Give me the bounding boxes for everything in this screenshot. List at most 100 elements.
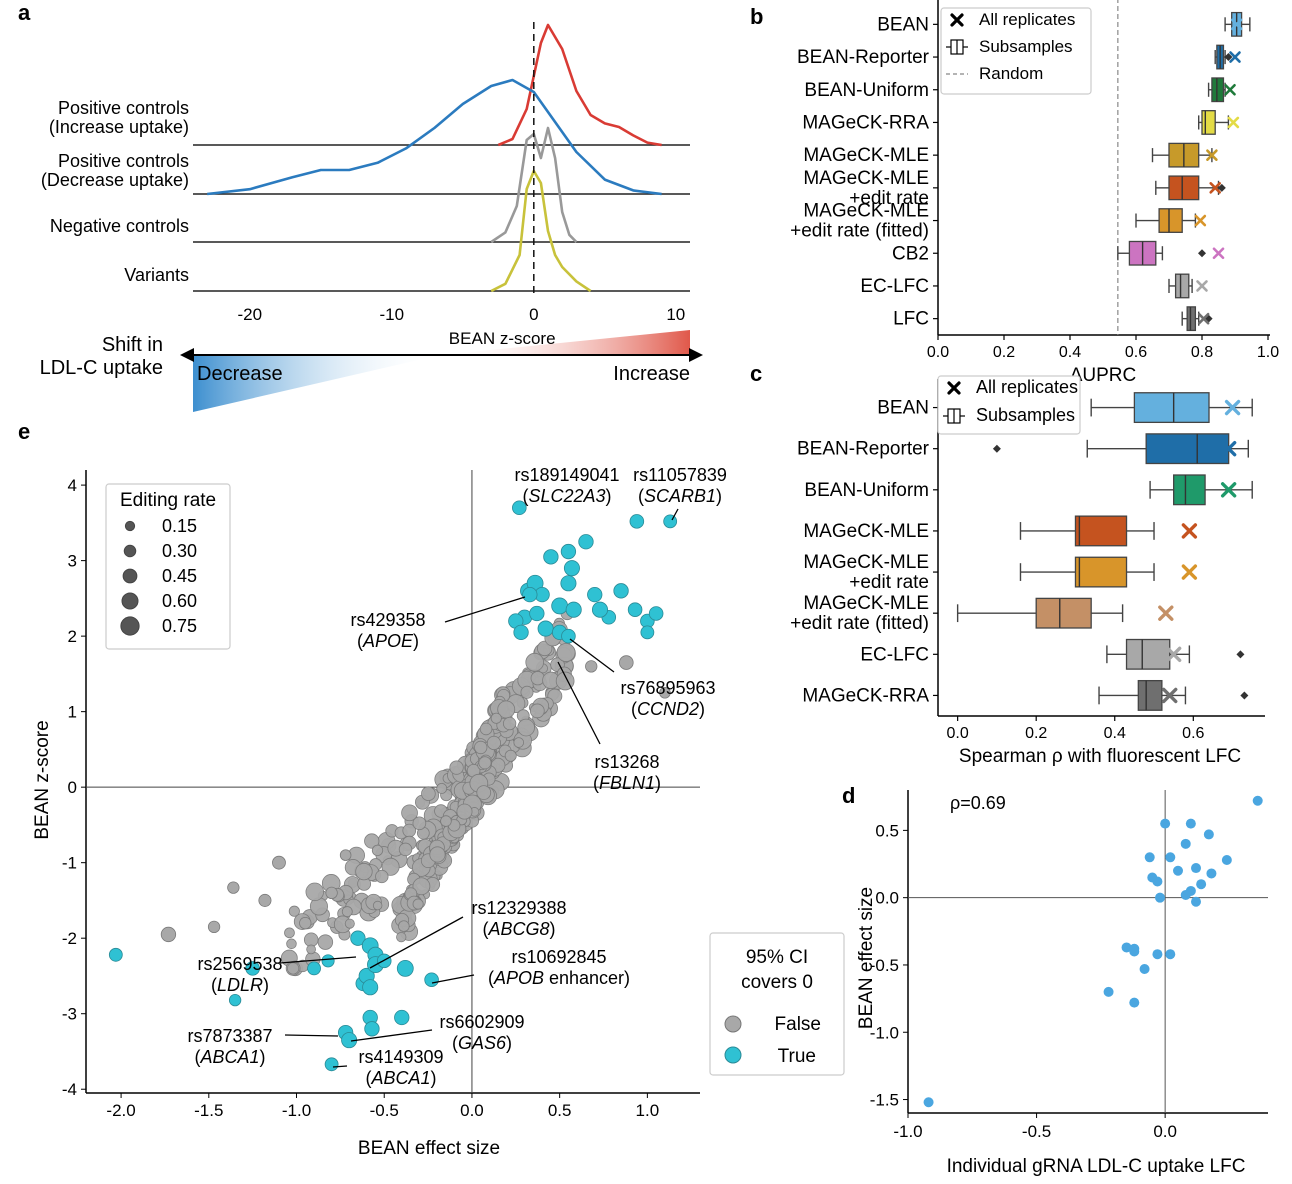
replicate-cross-stroke <box>1181 523 1198 539</box>
d-point <box>1121 942 1132 953</box>
category-label: BEAN <box>877 14 929 35</box>
e-label-leader <box>569 638 615 673</box>
a-xtick-label: 0 <box>529 305 538 324</box>
legend-label: All replicates <box>976 377 1078 397</box>
replicate-cross <box>1220 482 1237 498</box>
e-gray-point <box>303 932 319 947</box>
category-label: MAGeCK-MLE <box>803 521 929 542</box>
d-point <box>1173 865 1183 876</box>
e-gray-point <box>355 862 373 881</box>
e-gray-point <box>207 920 221 934</box>
category-label: BEAN-Reporter <box>797 439 930 460</box>
e-significant-points <box>108 500 678 1072</box>
e-label-gene: (ABCA1) <box>194 1047 265 1067</box>
e-gray-point <box>449 760 464 775</box>
e-label-gene: (ABCG8) <box>482 919 555 939</box>
e-size-legend-marker <box>123 544 137 558</box>
e-gray-point <box>556 643 576 662</box>
e-gray-point <box>619 655 634 670</box>
wedge-decrease <box>193 355 440 412</box>
e-size-legend-title: Editing rate <box>120 490 216 511</box>
ridge-curve-3 <box>490 169 592 293</box>
e-label-id: rs2569538 <box>197 954 282 974</box>
decrease-label: Decrease <box>197 363 283 385</box>
e-significant-point <box>578 534 594 550</box>
e-gray-point <box>299 916 312 930</box>
e-gray-point <box>412 816 427 831</box>
e-significant-point <box>529 605 545 622</box>
e-gray-point <box>160 926 177 943</box>
e-label-paren: ( <box>357 631 363 651</box>
e-size-legend-marker <box>122 568 138 584</box>
e-gray-point <box>429 846 446 863</box>
d-point <box>1191 863 1201 874</box>
category-label: +edit rate (fitted) <box>790 613 929 634</box>
replicate-cross <box>1227 116 1240 129</box>
e-label-leader <box>279 956 357 964</box>
d-rho-annotation: ρ=0.69 <box>950 793 1006 813</box>
e-label-gene: (SCARB1) <box>638 486 722 506</box>
d-point <box>1165 949 1176 960</box>
e-gray-point <box>421 786 436 801</box>
replicate-cross-stroke <box>1227 116 1240 129</box>
e-color-legend-label: True <box>778 1046 816 1067</box>
d-point <box>1252 795 1263 806</box>
category-label: BEAN-Reporter <box>797 47 930 68</box>
e-label-paren: ( <box>522 486 528 506</box>
e-y-axis-label: BEAN z-score <box>32 720 53 839</box>
legend-cross-icon <box>950 13 964 27</box>
legend-label: Subsamples <box>976 405 1075 425</box>
e-significant-point <box>424 972 439 988</box>
replicate-cross <box>1181 523 1198 539</box>
e-label-gene: (APOE) <box>357 631 419 651</box>
e-gray-point <box>339 849 352 861</box>
e-x-tick-label: -1.5 <box>194 1101 223 1120</box>
category-label: EC-LFC <box>860 644 929 665</box>
e-x-tick-label: -1.0 <box>282 1101 311 1120</box>
replicate-cross-stroke <box>1196 280 1208 292</box>
e-label-paren: ) <box>263 975 269 995</box>
d-point <box>1103 986 1114 997</box>
outlier <box>1240 691 1249 700</box>
e-gray-point <box>258 893 272 907</box>
d-point <box>1155 892 1165 903</box>
e-significant-point <box>563 560 580 577</box>
e-gray-point <box>398 842 413 857</box>
e-significant-point <box>613 583 629 599</box>
e-x-axis-label: BEAN effect size <box>358 1138 500 1159</box>
category-label: MAGeCK-RRA <box>802 685 929 706</box>
d-point <box>1203 829 1214 840</box>
replicate-cross <box>1209 182 1221 194</box>
e-significant-point <box>522 586 538 603</box>
e-significant-point <box>513 624 529 641</box>
category-label: +edit rate (fitted) <box>790 221 929 242</box>
e-significant-point <box>648 606 664 621</box>
e-label-gene: (ABCA1) <box>365 1068 436 1088</box>
e-size-legend-label: 0.60 <box>162 591 197 611</box>
e-significant-point <box>108 947 123 962</box>
e-significant-point <box>560 575 577 592</box>
x-tick-label: 1.0 <box>1257 344 1279 361</box>
d-x-tick-label: 0.0 <box>1153 1122 1177 1141</box>
replicate-cross-stroke <box>1229 51 1241 63</box>
e-y-tick-label: -1 <box>62 854 77 873</box>
e-significant-point <box>364 1021 380 1037</box>
e-gray-point <box>412 898 424 910</box>
replicate-cross-stroke <box>1197 312 1210 325</box>
e-gray-point <box>398 920 410 932</box>
e-gray-point <box>530 671 545 686</box>
replicate-cross-stroke <box>1220 482 1237 498</box>
e-gray-point <box>440 815 452 827</box>
box <box>1186 306 1197 332</box>
d-x-tick-label: -1.0 <box>893 1122 922 1141</box>
replicate-cross-stroke <box>1224 399 1241 416</box>
e-gray-point <box>286 962 300 975</box>
e-y-tick-label: 0 <box>68 778 77 797</box>
e-gray-point <box>375 869 389 884</box>
e-label-leader <box>284 1034 339 1037</box>
e-gray-point <box>525 652 544 672</box>
replicate-cross-stroke <box>1230 18 1243 31</box>
e-label-paren: ( <box>638 486 644 506</box>
replicate-cross <box>1230 18 1243 31</box>
